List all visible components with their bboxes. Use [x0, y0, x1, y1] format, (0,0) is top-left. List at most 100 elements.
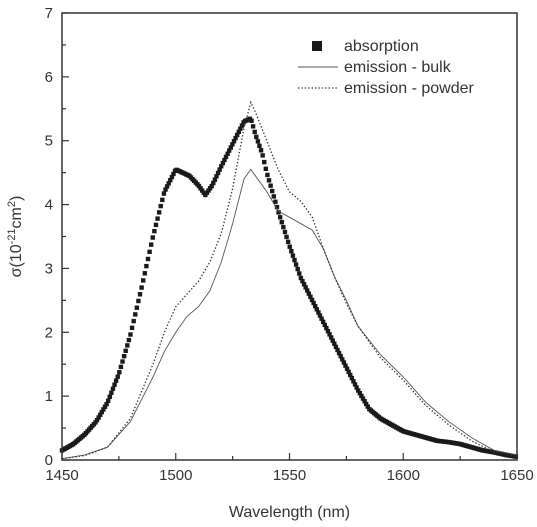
absorption-point [137, 292, 143, 297]
absorption-point [142, 271, 148, 276]
absorption-point [356, 388, 361, 393]
absorption-point [239, 123, 245, 128]
absorption-point [266, 178, 272, 183]
absorption-point [209, 183, 214, 189]
absorption-point [325, 329, 331, 334]
absorption-point [319, 316, 324, 321]
absorption-point [257, 143, 262, 149]
legend-label-absorption: absorption [344, 38, 419, 55]
absorption-point [335, 347, 340, 353]
absorption-point [113, 378, 119, 383]
absorption-point [212, 177, 218, 182]
absorption-point [129, 325, 135, 331]
absorption-point [230, 142, 235, 147]
absorption-point [93, 420, 98, 425]
absorption-point [155, 216, 160, 221]
absorption-point [363, 401, 369, 407]
absorption-point [351, 379, 356, 384]
legend-swatch-absorption [312, 41, 322, 51]
absorption-point [305, 288, 310, 293]
absorption-point [144, 263, 149, 269]
absorption-point [156, 210, 162, 215]
absorption-point [125, 343, 130, 348]
absorption-point [273, 199, 278, 204]
absorption-point [298, 275, 304, 281]
absorption-point [158, 203, 163, 209]
absorption-point [236, 129, 241, 135]
absorption-point [258, 148, 264, 153]
absorption-point [284, 234, 289, 240]
absorption-point [300, 278, 305, 284]
absorption-point [121, 353, 127, 359]
y-tick-label: 3 [45, 260, 53, 277]
absorption-point [365, 404, 370, 409]
absorption-point [227, 148, 232, 153]
absorption-point [276, 210, 281, 215]
absorption-point [228, 145, 234, 150]
absorption-point [297, 271, 302, 276]
absorption-point [220, 160, 226, 166]
absorption-point [98, 412, 103, 417]
absorption-point [354, 385, 359, 390]
absorption-point [341, 360, 347, 365]
absorption-point [360, 396, 366, 401]
absorption-point [255, 139, 261, 144]
absorption-point [252, 129, 257, 135]
absorption-point [270, 188, 275, 194]
absorption-point [164, 184, 170, 189]
absorption-point [290, 253, 296, 258]
absorption-point [96, 415, 101, 420]
absorption-point [211, 180, 216, 186]
absorption-point [349, 375, 355, 381]
x-tick-label: 1600 [387, 467, 420, 484]
absorption-point [115, 374, 120, 379]
absorption-point [263, 166, 269, 172]
absorption-point [281, 224, 286, 230]
absorption-point [219, 164, 224, 169]
absorption-point [163, 187, 168, 192]
absorption-point [123, 348, 128, 354]
absorption-point [112, 382, 117, 387]
absorption-point [287, 244, 292, 249]
absorption-point [344, 366, 350, 371]
absorption-point [328, 335, 334, 340]
x-tick-label: 1500 [159, 467, 192, 484]
absorption-point [320, 319, 326, 325]
absorption-point [346, 369, 351, 375]
absorption-point [152, 228, 157, 234]
absorption-point [282, 229, 288, 235]
legend: absorption emission - bulk emission - po… [298, 38, 475, 97]
absorption-point [168, 177, 173, 183]
y-tick-label: 7 [45, 5, 53, 22]
y-axis-title-exponent: -21 [6, 228, 18, 244]
absorption-point [317, 313, 323, 318]
plot-area [59, 100, 519, 460]
absorption-point [105, 398, 111, 404]
absorption-point [118, 364, 124, 370]
absorption-point [166, 181, 171, 186]
absorption-point [316, 310, 321, 315]
absorption-point [338, 354, 343, 359]
absorption-point [352, 382, 358, 387]
absorption-point [324, 325, 329, 331]
absorption-point [271, 194, 277, 199]
axis-ticks [61, 12, 518, 461]
series-emission-bulk [61, 168, 518, 460]
absorption-point [126, 337, 132, 343]
absorption-point [201, 190, 206, 195]
y-axis-title-part: σ(10 [8, 244, 25, 277]
absorption-point [279, 219, 284, 225]
tick-labels: 1450 1500 1550 1600 1650 0 1 2 3 4 5 6 7 [45, 5, 534, 484]
x-tick-label: 1650 [500, 467, 533, 484]
absorption-point [196, 183, 202, 189]
absorption-point [99, 409, 105, 415]
absorption-point [292, 257, 297, 263]
absorption-point [231, 139, 237, 144]
absorption-point [215, 170, 221, 176]
y-tick-label: 4 [45, 197, 53, 214]
absorption-point [348, 372, 353, 378]
absorption-point [207, 186, 213, 191]
absorption-point [233, 135, 238, 141]
absorption-point [293, 262, 299, 267]
